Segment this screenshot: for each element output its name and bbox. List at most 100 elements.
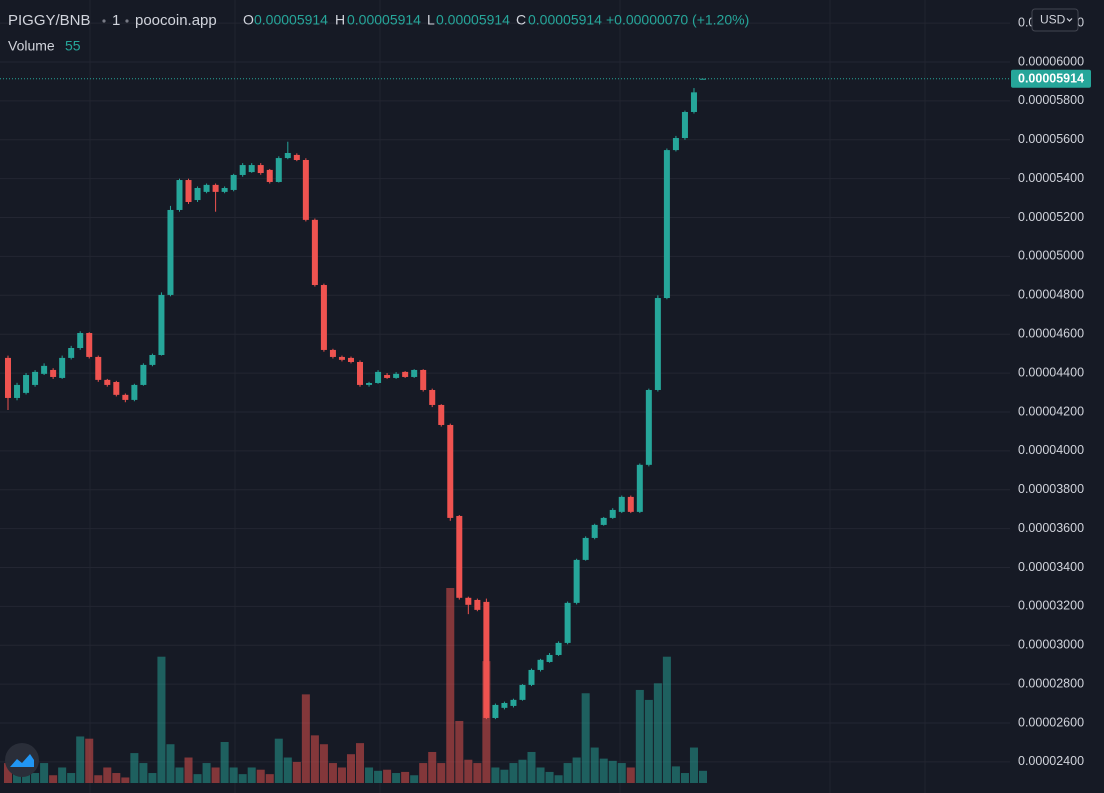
volume-bar	[13, 773, 22, 783]
volume-bar	[527, 751, 536, 783]
volume-bar	[310, 735, 319, 783]
volume-bar	[419, 763, 428, 783]
y-tick-label: 0.00003800	[1018, 482, 1084, 496]
volume-bar	[220, 742, 229, 783]
volume-bar	[148, 773, 157, 783]
volume-bar	[58, 767, 67, 783]
candle-body	[95, 356, 102, 380]
candle-body	[203, 184, 210, 192]
volume-bar	[301, 694, 310, 783]
volume-bar	[653, 683, 662, 783]
candle-body	[221, 187, 228, 192]
candle-body	[176, 180, 183, 210]
volume-bar	[599, 758, 608, 783]
volume-bar	[319, 744, 328, 783]
candle-body	[501, 702, 508, 708]
y-tick-label: 0.00005000	[1018, 249, 1084, 263]
candle-body	[393, 373, 400, 378]
candle-body	[402, 371, 409, 377]
candle-body	[23, 375, 30, 393]
candle-body	[429, 389, 436, 405]
candle-body	[266, 169, 273, 182]
grid	[0, 22, 1010, 763]
volume-bar	[545, 771, 554, 783]
volume-bar	[689, 747, 698, 783]
volume-bar	[572, 757, 581, 783]
symbol: PIGGY/BNB	[8, 12, 91, 29]
volume-bar	[590, 747, 599, 783]
candle-body	[14, 384, 21, 398]
candle-body	[284, 153, 291, 159]
logo-circle[interactable]	[5, 743, 39, 777]
volume-bar	[608, 760, 617, 783]
candle-body	[654, 298, 661, 390]
currency-button[interactable]: USD	[1031, 8, 1079, 32]
volume-bar	[644, 699, 653, 783]
candle-body	[68, 347, 75, 358]
volume-bar	[536, 767, 545, 783]
candle-body	[645, 389, 652, 465]
volume-bar	[3, 763, 13, 783]
volume-pane	[3, 588, 708, 783]
volume-bar	[103, 767, 112, 783]
ohlc-value: 0.00005914	[254, 12, 328, 28]
candle-body	[384, 375, 391, 378]
candle-body	[420, 369, 427, 390]
candle-body	[357, 361, 364, 385]
volume-bar	[626, 767, 635, 783]
volume-bar	[22, 774, 31, 783]
y-tick-label: 0.00004400	[1018, 365, 1084, 379]
legend: PIGGY/BNB 1 poocoin.app O 0.00005914 H 0…	[8, 12, 749, 54]
volume-bar	[130, 753, 139, 783]
candle-body	[50, 369, 57, 377]
volume-bar	[446, 588, 455, 783]
candle-body	[690, 92, 697, 112]
candle-body	[86, 333, 93, 357]
volume-bar	[292, 761, 301, 783]
currency[interactable]: USD	[1040, 13, 1066, 27]
candle-body	[230, 174, 237, 190]
y-tick-label: 0.00003400	[1018, 560, 1084, 574]
volume-bar	[76, 736, 85, 783]
candle-body	[447, 424, 454, 518]
volume-value: 55	[65, 38, 81, 54]
candle-body	[158, 294, 165, 355]
candle-body	[275, 158, 282, 182]
volume-bar	[166, 744, 175, 783]
candle-body	[347, 357, 354, 362]
volume-bar	[247, 767, 256, 783]
dropdown-arrow	[1066, 18, 1073, 22]
currency-button-frame[interactable]	[1031, 8, 1079, 32]
candle-body	[293, 154, 300, 160]
volume-bar	[238, 774, 247, 783]
volume-bar	[428, 751, 437, 783]
volume-bar	[193, 774, 202, 783]
volume-bar	[202, 763, 211, 783]
candle-body	[537, 659, 544, 670]
candle-body	[302, 159, 309, 220]
candle-body	[456, 515, 463, 598]
candle-body	[474, 599, 481, 610]
candle-body	[41, 365, 48, 374]
candle-body	[122, 394, 129, 400]
time-grid	[89, 0, 926, 793]
logo[interactable]	[5, 743, 39, 777]
volume-bar	[283, 757, 292, 783]
candle-body	[77, 333, 84, 348]
volume-bar	[680, 773, 689, 783]
last-price-box	[1011, 69, 1091, 88]
candle-body	[618, 496, 625, 512]
candle-body	[627, 496, 634, 512]
candle-body	[329, 349, 336, 357]
volume-bar	[40, 763, 49, 783]
separator	[125, 19, 129, 23]
y-tick-label: 0.00003200	[1018, 599, 1084, 613]
volume-bar	[662, 656, 671, 783]
volume-bar	[500, 769, 509, 783]
volume-bar	[671, 766, 680, 783]
ohlc-label: O	[243, 12, 254, 28]
y-tick-label: 0.00004600	[1018, 326, 1084, 340]
separator	[102, 19, 106, 23]
volume-bar	[401, 771, 410, 783]
